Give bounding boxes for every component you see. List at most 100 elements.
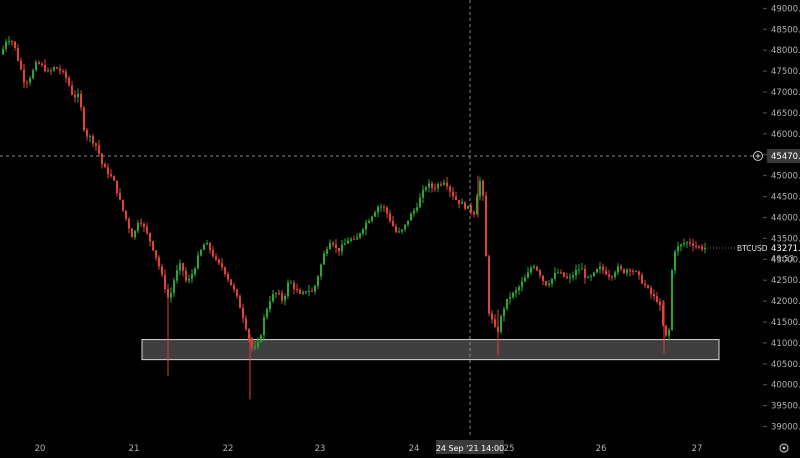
- candle-body: [95, 143, 97, 146]
- candle-body: [545, 280, 547, 286]
- crosshair-price-label: 45470.5: [767, 148, 800, 163]
- candle-body: [8, 41, 10, 43]
- y-tick-label: 48500.0: [771, 25, 800, 35]
- candle-body: [176, 270, 178, 281]
- candle-body: [98, 145, 100, 154]
- candle-body: [359, 233, 361, 238]
- candle-body: [413, 210, 415, 214]
- candle-body: [284, 296, 286, 301]
- crosshair-time-label: 24 Sep '21 14:00: [436, 440, 504, 454]
- candle-body: [557, 272, 559, 274]
- candle-body: [446, 182, 448, 187]
- y-tick-label: 40500.0: [771, 360, 800, 370]
- y-tick-label: 41500.0: [771, 318, 800, 328]
- x-tick-label: 25: [504, 444, 515, 454]
- candle-body: [449, 186, 451, 192]
- candle-body: [368, 220, 370, 223]
- candle-body: [233, 285, 235, 290]
- candle-body: [197, 255, 199, 269]
- candle-body: [407, 220, 409, 225]
- y-tick-label: 43000.0: [771, 255, 800, 265]
- x-tick-label: 27: [692, 444, 703, 454]
- candle-body: [500, 316, 502, 332]
- candle-body: [35, 62, 37, 71]
- candle-body: [476, 196, 478, 215]
- y-tick-label: 45000.0: [771, 172, 800, 182]
- y-tick-label: 47000.0: [771, 88, 800, 98]
- candle-body: [683, 243, 685, 245]
- candle-body: [380, 206, 382, 208]
- candle-body: [50, 70, 52, 72]
- candle-body: [392, 220, 394, 227]
- candle-body: [113, 176, 115, 181]
- candle-body: [539, 270, 541, 276]
- candle-body: [626, 269, 628, 274]
- candle-body: [383, 206, 385, 208]
- candle-body: [32, 70, 34, 79]
- candle-body: [248, 329, 250, 339]
- candle-body: [308, 290, 310, 292]
- candle-body: [629, 269, 631, 271]
- candle-body: [14, 41, 16, 48]
- candle-body: [611, 276, 613, 278]
- y-tick-label: 39000.0: [771, 423, 800, 433]
- candle-body: [38, 62, 40, 64]
- candle-body: [200, 250, 202, 256]
- candle-body: [581, 268, 583, 270]
- candle-body: [356, 237, 358, 240]
- candle-body: [617, 266, 619, 273]
- candle-body: [203, 244, 205, 251]
- candle-body: [26, 82, 28, 84]
- candle-body: [287, 282, 289, 297]
- candle-body: [635, 271, 637, 273]
- candle-body: [473, 211, 475, 215]
- candle-body: [146, 226, 148, 234]
- candle-body: [455, 196, 457, 200]
- last-price-label: 43271.0: [771, 244, 800, 254]
- candle-body: [479, 180, 481, 197]
- candle-body: [110, 174, 112, 177]
- y-tick-label: 44000.0: [771, 213, 800, 223]
- candle-body: [239, 296, 241, 309]
- crosshair-time-text: 24 Sep '21 14:00: [436, 444, 504, 453]
- candle-body: [281, 293, 283, 301]
- candle-body: [65, 71, 67, 79]
- candle-body: [521, 281, 523, 287]
- candle-body: [593, 272, 595, 276]
- candle-body: [53, 67, 55, 71]
- x-tick-label: 21: [129, 444, 140, 454]
- support-zone[interactable]: [141, 339, 720, 361]
- candle-body: [653, 294, 655, 297]
- candle-body: [695, 245, 697, 247]
- candle-body: [518, 286, 520, 291]
- candle-body: [350, 239, 352, 241]
- candle-body: [698, 246, 700, 248]
- candle-body: [674, 251, 676, 271]
- candle-body: [431, 183, 433, 188]
- candle-body: [374, 212, 376, 217]
- candle-body: [326, 249, 328, 254]
- candle-body: [212, 250, 214, 257]
- candle-body: [164, 274, 166, 290]
- candle-body: [182, 263, 184, 271]
- candle-body: [536, 266, 538, 271]
- candle-body: [116, 180, 118, 194]
- y-tick-label: 40000.0: [771, 381, 800, 391]
- candle-body: [161, 266, 163, 275]
- settings-gear-icon[interactable]: [779, 443, 789, 453]
- candle-body: [401, 229, 403, 232]
- candle-body: [344, 243, 346, 245]
- x-tick-label: 24: [409, 444, 420, 454]
- candle-body: [155, 250, 157, 258]
- candle-body: [461, 202, 463, 204]
- candle-body: [647, 285, 649, 288]
- add-alert-icon[interactable]: [753, 150, 763, 161]
- candle-body: [188, 278, 190, 281]
- candle-body: [572, 275, 574, 278]
- candle-body: [440, 184, 442, 186]
- candle-body: [602, 266, 604, 271]
- candle-body: [257, 342, 259, 347]
- candle-body: [353, 239, 355, 241]
